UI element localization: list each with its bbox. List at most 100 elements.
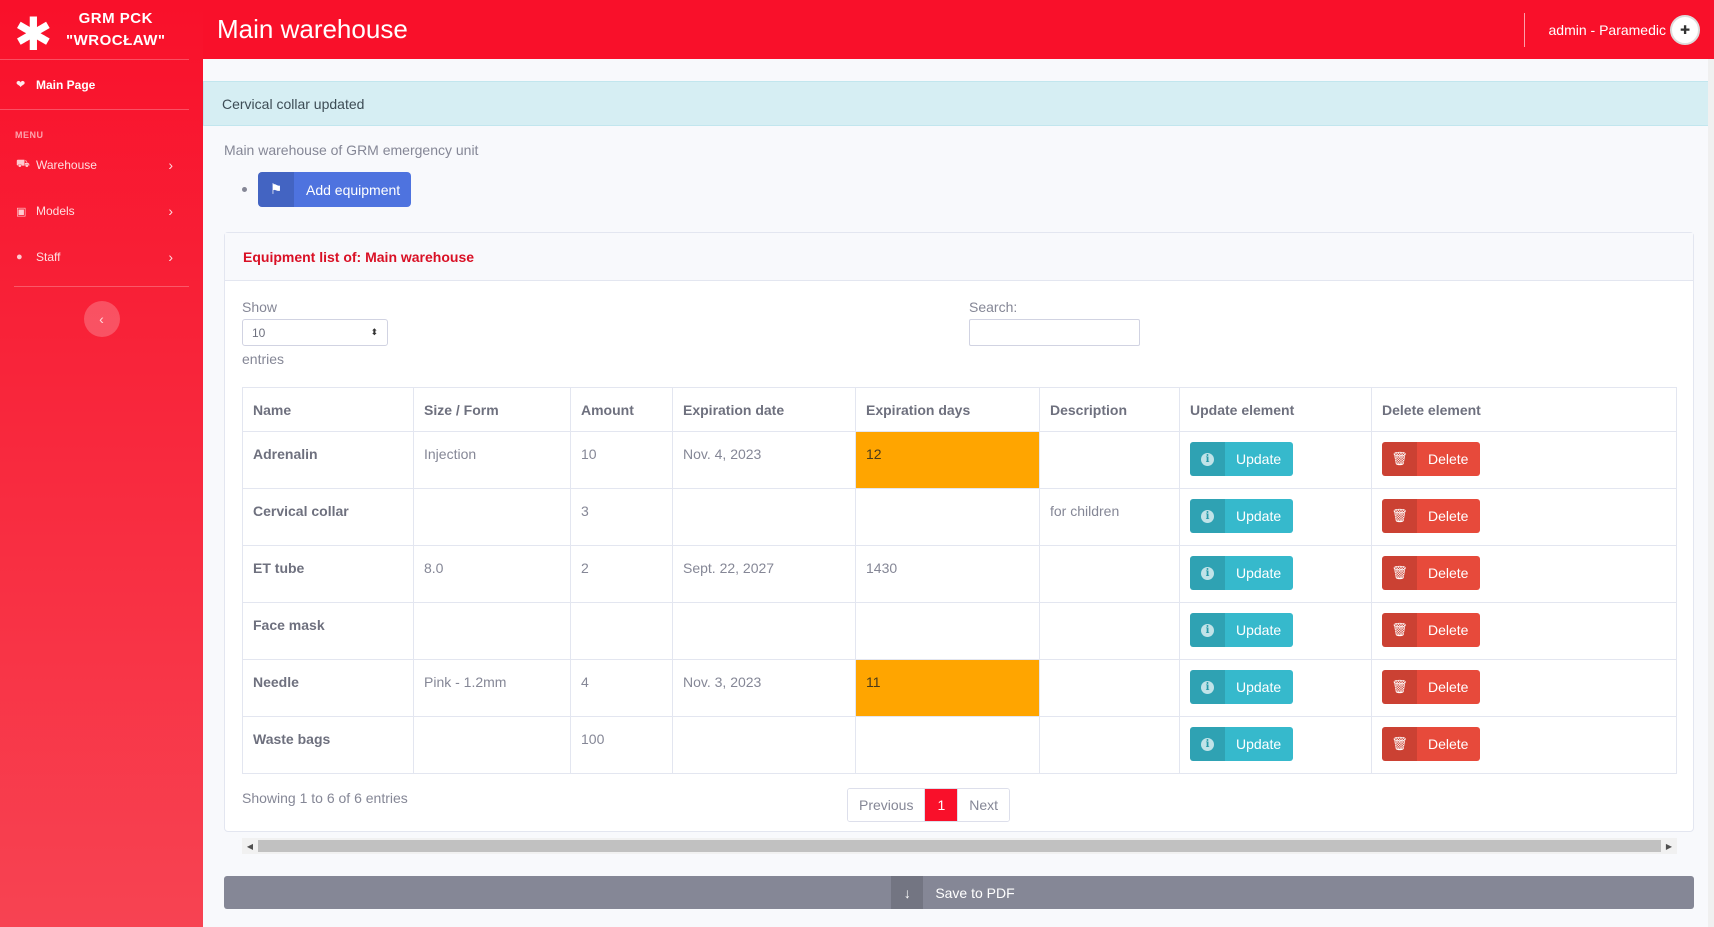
chevron-right-icon: › bbox=[168, 203, 173, 219]
sidebar-item-label: Staff bbox=[36, 250, 61, 264]
trash-icon: 🗑 bbox=[1382, 442, 1417, 476]
column-header[interactable]: Size / Form bbox=[413, 387, 571, 432]
cell-size: Pink - 1.2mm bbox=[413, 659, 571, 717]
button-label: Delete bbox=[1428, 736, 1469, 752]
page-scrollbar[interactable] bbox=[1708, 59, 1714, 927]
update-button[interactable]: i Update bbox=[1190, 442, 1294, 476]
scroll-right-icon[interactable]: ▶ bbox=[1665, 841, 1673, 851]
brand-text: GRM PCK "WROCŁAW" bbox=[66, 8, 166, 52]
cell-amount: 3 bbox=[570, 488, 673, 546]
previous-page-button[interactable]: Previous bbox=[848, 789, 925, 821]
sidebar-item-staff[interactable]: ● Staff › bbox=[0, 232, 189, 282]
table-row: Face mask i Update 🗑 Delete bbox=[242, 602, 1677, 660]
delete-button[interactable]: 🗑 Delete bbox=[1382, 727, 1481, 761]
actions-list: ⚑ Add equipment bbox=[203, 158, 1714, 207]
search-label: Search: bbox=[969, 299, 1018, 315]
page-length-select[interactable]: 10 ⬍ bbox=[242, 319, 388, 346]
delete-button[interactable]: 🗑 Delete bbox=[1382, 556, 1481, 590]
scroll-left-icon[interactable]: ◀ bbox=[246, 841, 254, 851]
update-button[interactable]: i Update bbox=[1190, 727, 1294, 761]
cell-size bbox=[413, 488, 571, 546]
cell-name: Cervical collar bbox=[242, 488, 414, 546]
sidebar-item-main-page[interactable]: ❤ Main Page bbox=[0, 60, 189, 110]
brand-link[interactable]: ✱ GRM PCK "WROCŁAW" bbox=[0, 0, 189, 60]
sidebar-item-label: Warehouse bbox=[36, 158, 97, 172]
column-header[interactable]: Name bbox=[242, 387, 414, 432]
trash-icon: 🗑 bbox=[1382, 670, 1417, 704]
button-label: Update bbox=[1236, 736, 1282, 752]
card-title: Equipment list of: Main warehouse bbox=[225, 233, 1693, 281]
trash-icon: 🗑 bbox=[1382, 499, 1417, 533]
cell-expiration-date bbox=[672, 488, 856, 546]
info-icon: i bbox=[1190, 670, 1225, 704]
table-row: Waste bags 100 i Update 🗑 Delete bbox=[242, 716, 1677, 774]
search-input[interactable] bbox=[969, 319, 1140, 346]
cell-expiration-days bbox=[855, 602, 1040, 660]
sidebar: ✱ GRM PCK "WROCŁAW" ❤ Main Page MENU ⛟ W… bbox=[0, 0, 203, 927]
delete-button[interactable]: 🗑 Delete bbox=[1382, 499, 1481, 533]
cell-update: i Update bbox=[1179, 716, 1372, 774]
cell-amount bbox=[570, 602, 673, 660]
cell-amount: 4 bbox=[570, 659, 673, 717]
column-header[interactable]: Update element bbox=[1179, 387, 1372, 432]
user-name[interactable]: admin - Paramedic bbox=[1548, 21, 1667, 38]
info-icon: i bbox=[1190, 499, 1225, 533]
column-header[interactable]: Expiration date bbox=[672, 387, 856, 432]
info-icon: i bbox=[1190, 556, 1225, 590]
column-header[interactable]: Amount bbox=[570, 387, 673, 432]
next-page-button[interactable]: Next bbox=[958, 789, 1010, 821]
button-label: Update bbox=[1236, 565, 1282, 581]
cell-expiration-days: 11 bbox=[855, 659, 1040, 717]
sidebar-item-warehouse[interactable]: ⛟ Warehouse › bbox=[0, 140, 189, 190]
sidebar-divider bbox=[14, 286, 189, 287]
page-title: Main warehouse bbox=[217, 14, 408, 44]
column-header[interactable]: Delete element bbox=[1371, 387, 1677, 432]
cell-delete: 🗑 Delete bbox=[1371, 716, 1677, 774]
delete-button[interactable]: 🗑 Delete bbox=[1382, 670, 1481, 704]
sidebar-toggle-button[interactable]: ‹ bbox=[83, 301, 120, 337]
cell-update: i Update bbox=[1179, 488, 1372, 546]
list-bullet bbox=[242, 187, 247, 192]
column-header[interactable]: Expiration days bbox=[855, 387, 1040, 432]
cell-expiration-date: Nov. 4, 2023 bbox=[672, 431, 856, 489]
avatar[interactable]: ✚ bbox=[1670, 14, 1700, 45]
add-equipment-button[interactable]: ⚑ Add equipment bbox=[258, 172, 412, 207]
page-1-button[interactable]: 1 bbox=[924, 789, 959, 821]
delete-button[interactable]: 🗑 Delete bbox=[1382, 613, 1481, 647]
brand-line-1: GRM PCK bbox=[78, 9, 153, 27]
horizontal-scrollbar[interactable]: ◀ ▶ bbox=[242, 838, 1677, 854]
button-label: Delete bbox=[1428, 679, 1469, 695]
delete-button[interactable]: 🗑 Delete bbox=[1382, 442, 1481, 476]
update-button[interactable]: i Update bbox=[1190, 670, 1294, 704]
cell-description: for children bbox=[1039, 488, 1180, 546]
scrollbar-thumb[interactable] bbox=[258, 840, 1661, 852]
table-row: Adrenalin Injection 10 Nov. 4, 2023 12 i… bbox=[242, 431, 1677, 489]
update-button[interactable]: i Update bbox=[1190, 613, 1294, 647]
trash-icon: 🗑 bbox=[1382, 556, 1417, 590]
info-icon: i bbox=[1190, 442, 1225, 476]
chevron-right-icon: › bbox=[168, 157, 173, 173]
cell-size: 8.0 bbox=[413, 545, 571, 603]
sidebar-item-label: Models bbox=[36, 204, 75, 218]
sidebar-item-models[interactable]: ▣ Models › bbox=[0, 186, 189, 236]
truck-icon: ⛟ bbox=[16, 158, 30, 170]
page-length: Show 10 ⬍ entries bbox=[242, 299, 388, 387]
cell-expiration-date bbox=[672, 602, 856, 660]
button-label: Delete bbox=[1428, 451, 1469, 467]
table-controls: Show 10 ⬍ entries Search: bbox=[242, 299, 1676, 387]
column-header[interactable]: Description bbox=[1039, 387, 1180, 432]
cell-name: Adrenalin bbox=[242, 431, 414, 489]
user-menu[interactable]: admin - Paramedic ✚ bbox=[1523, 0, 1714, 59]
table-info: Showing 1 to 6 of 6 entries bbox=[242, 790, 408, 806]
sidebar-item-label: Main Page bbox=[36, 77, 96, 92]
topbar-divider bbox=[1523, 12, 1525, 47]
flag-icon: ⚑ bbox=[258, 172, 294, 207]
update-button[interactable]: i Update bbox=[1190, 556, 1294, 590]
equipment-table: Name Size / Form Amount Expiration date … bbox=[242, 387, 1677, 774]
page-length-value: 10 bbox=[252, 325, 266, 340]
update-button[interactable]: i Update bbox=[1190, 499, 1294, 533]
save-to-pdf-button[interactable]: ↓ Save to PDF bbox=[224, 876, 1694, 909]
cell-description bbox=[1039, 659, 1180, 717]
topbar: Main warehouse admin - Paramedic ✚ bbox=[203, 0, 1714, 59]
